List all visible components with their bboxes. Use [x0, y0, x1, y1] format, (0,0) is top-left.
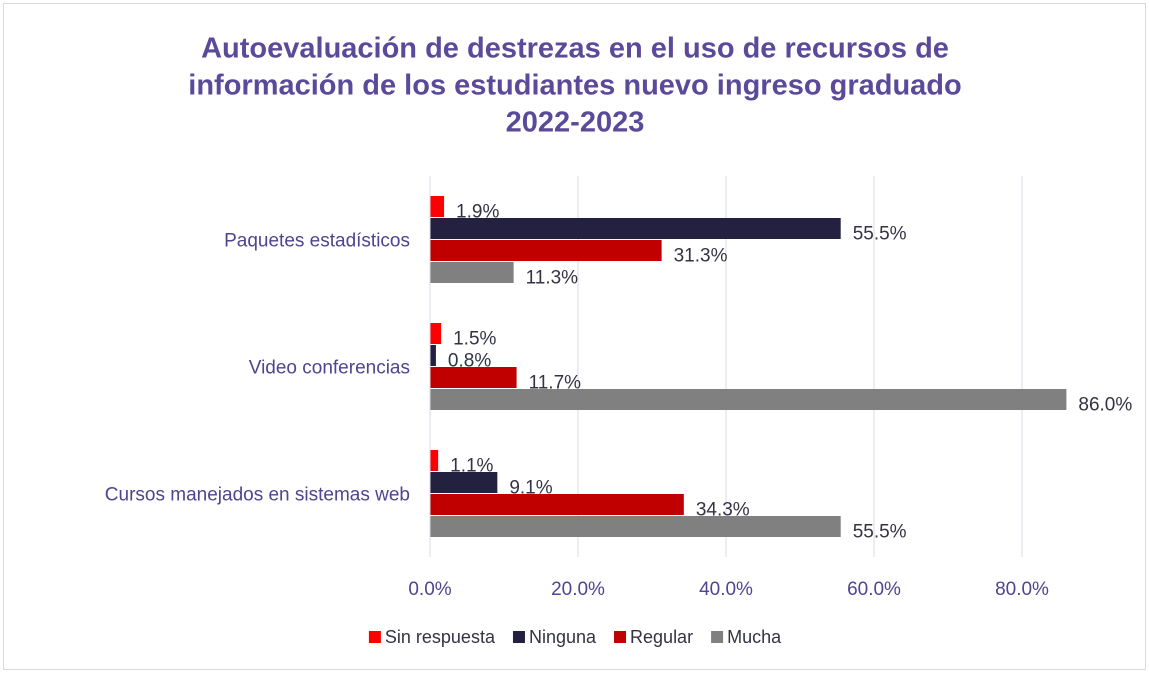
- bar: [430, 367, 517, 388]
- x-tick-label: 40.0%: [699, 579, 753, 600]
- bar: [430, 323, 442, 344]
- x-tick-label: 80.0%: [995, 579, 1049, 600]
- x-tick-label: 0.0%: [408, 579, 451, 600]
- chart-title: información de los estudiantes nuevo ing…: [188, 70, 961, 102]
- data-label: 11.3%: [526, 268, 579, 289]
- bar: [430, 218, 841, 239]
- data-label: 0.8%: [448, 351, 491, 372]
- data-label: 86.0%: [1078, 395, 1132, 416]
- data-label: 34.3%: [696, 500, 750, 521]
- x-tick-label: 20.0%: [551, 579, 605, 600]
- data-label: 31.3%: [674, 246, 728, 267]
- bar: [430, 472, 498, 493]
- bar: [430, 389, 1067, 410]
- data-label: 9.1%: [509, 478, 552, 499]
- legend-swatch: [614, 631, 627, 643]
- legend-label: Regular: [630, 627, 693, 647]
- y-tick-label: Paquetes estadísticos: [224, 231, 410, 252]
- bar: [430, 494, 684, 515]
- bar: [430, 345, 436, 366]
- chart-title: Autoevaluación de destrezas en el uso de…: [201, 33, 949, 65]
- data-label: 1.1%: [450, 456, 493, 477]
- bar: [430, 450, 439, 471]
- bar: [430, 516, 841, 537]
- legend-swatch: [368, 631, 381, 643]
- legend-label: Ninguna: [529, 627, 597, 647]
- bar: [430, 196, 445, 217]
- y-tick-label: Video conferencias: [249, 358, 410, 379]
- data-label: 11.7%: [529, 373, 582, 394]
- data-label: 1.5%: [453, 329, 496, 350]
- chart-border: [3, 3, 1146, 670]
- y-tick-label: Cursos manejados en sistemas web: [105, 485, 410, 506]
- legend-swatch: [711, 631, 724, 643]
- legend-label: Mucha: [727, 627, 782, 647]
- chart-title: 2022-2023: [506, 107, 645, 139]
- x-tick-label: 60.0%: [847, 579, 901, 600]
- legend-label: Sin respuesta: [385, 627, 496, 647]
- legend-swatch: [512, 631, 525, 643]
- data-label: 55.5%: [853, 522, 907, 543]
- bar: [430, 240, 662, 261]
- bar: [430, 262, 514, 283]
- data-label: 1.9%: [456, 202, 499, 223]
- data-label: 55.5%: [853, 224, 907, 245]
